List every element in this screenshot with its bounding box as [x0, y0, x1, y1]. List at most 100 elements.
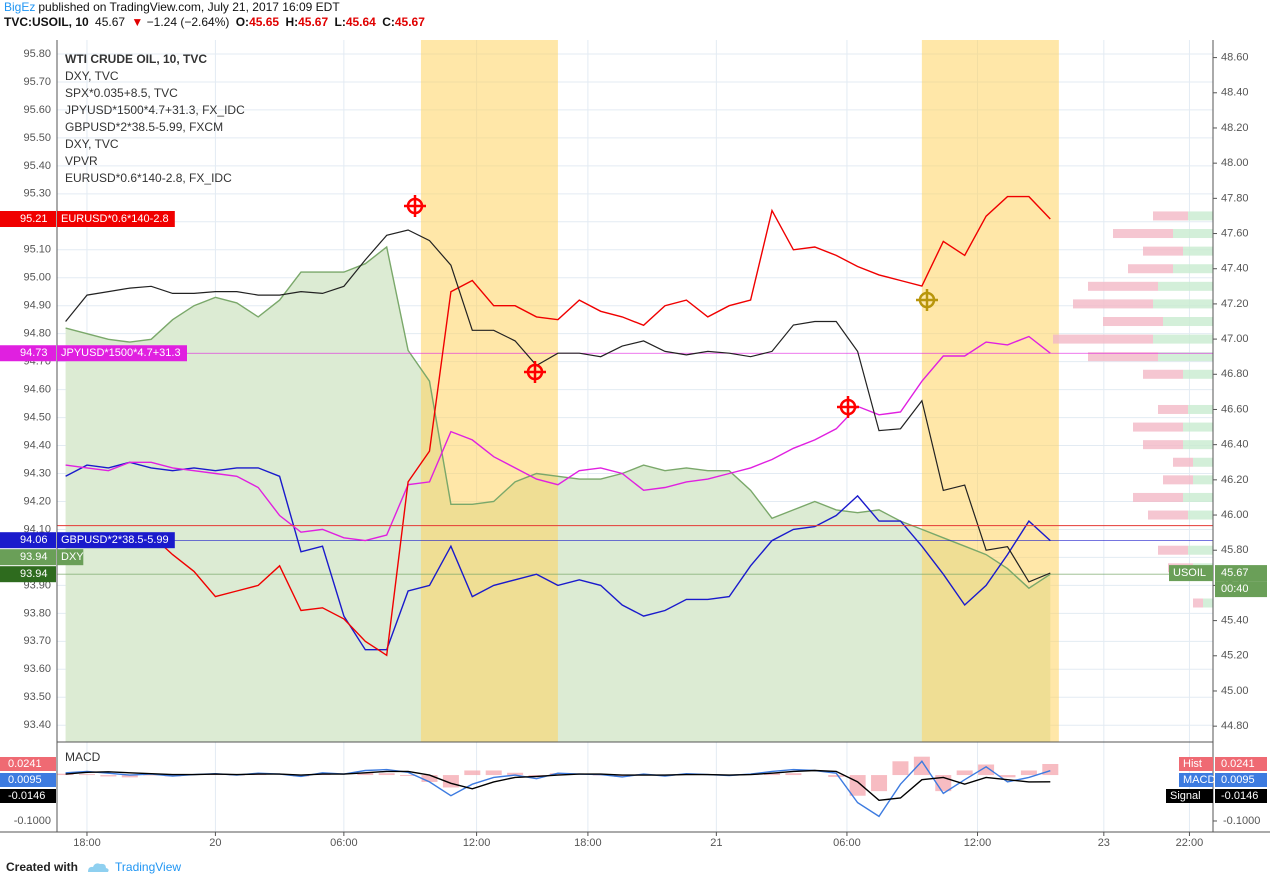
y-tick-label: 94.30	[23, 467, 51, 479]
hist-bar	[421, 775, 438, 782]
vpvr-up	[1183, 440, 1213, 450]
published: published on TradingView.com, July 21, 2…	[38, 0, 340, 14]
series-name: MACD	[1183, 774, 1215, 786]
vpvr-down	[1128, 264, 1173, 274]
y2-tick-label: 48.00	[1221, 157, 1249, 169]
quote-line: TVC:USOIL, 10 45.67 ▼ −1.24 (−2.64%) O:4…	[4, 15, 428, 30]
y-tick-label: 95.40	[23, 160, 51, 172]
series-name-box	[1179, 772, 1213, 787]
y-tick-label: 95.30	[23, 188, 51, 200]
hist-bar	[956, 770, 973, 776]
last-value-box	[0, 756, 56, 771]
header-line: BigEz published on TradingView.com, July …	[4, 0, 428, 15]
y-tick-label: 95.80	[23, 48, 51, 60]
hist-bar	[1042, 763, 1059, 776]
countdown: 00:40	[1221, 583, 1249, 595]
last-value-box	[0, 788, 56, 803]
y2-tick-label: 48.20	[1221, 122, 1249, 134]
y2-tick-label: 45.80	[1221, 544, 1249, 556]
legend-text: VPVR	[65, 154, 98, 168]
y2-tick-label: 45.00	[1221, 685, 1249, 697]
legend-text: SPX*0.035+8.5, TVC	[65, 86, 178, 100]
last-value: 93.94	[20, 568, 48, 580]
vpvr-down	[1133, 492, 1183, 502]
vpvr-down	[1088, 352, 1158, 362]
y2-tick-label: 47.20	[1221, 298, 1249, 310]
vpvr-up	[1193, 475, 1213, 485]
vpvr-up	[1158, 352, 1213, 362]
header: BigEz published on TradingView.com, July …	[4, 0, 428, 30]
y-tick-label: 95.60	[23, 104, 51, 116]
hist-bar	[549, 773, 566, 776]
y-tick-label: 93.80	[23, 607, 51, 619]
vpvr-down	[1163, 475, 1193, 485]
last-value-box	[1215, 772, 1267, 787]
vpvr-down	[1053, 334, 1153, 344]
brand[interactable]: TradingView	[115, 860, 182, 874]
last-value: 0.0095	[8, 774, 42, 786]
ohlc-h: H:45.67	[285, 15, 328, 29]
ohlc-label: C:	[382, 15, 395, 29]
vpvr-down	[1103, 317, 1163, 327]
legend-text: DXY, TVC	[65, 69, 119, 83]
last-value: 0.0241	[8, 758, 42, 770]
last-value: 94.73	[20, 347, 48, 359]
vpvr-up	[1183, 246, 1213, 256]
last-name-box	[57, 210, 175, 227]
vpvr-up	[1183, 422, 1213, 432]
y2-tick-label: 45.40	[1221, 615, 1249, 627]
vpvr-up	[1158, 281, 1213, 291]
hist-bar	[849, 775, 866, 796]
panel-title: MACD	[65, 750, 101, 764]
hist-bar	[100, 775, 117, 777]
ohlc-c: C:45.67	[382, 15, 425, 29]
hist-bar	[507, 772, 524, 776]
last-value: -0.0146	[8, 790, 45, 802]
last-value-box	[0, 345, 56, 362]
change: −1.24 (−2.64%)	[146, 15, 230, 29]
series-name-box	[1166, 788, 1213, 803]
vpvr-up	[1183, 492, 1213, 502]
y-tick-label: 95.00	[23, 272, 51, 284]
author[interactable]: BigEz	[4, 0, 36, 14]
ohlc-label: H:	[285, 15, 299, 29]
vpvr-up	[1173, 229, 1213, 239]
x-tick-label: 22:00	[1176, 837, 1204, 849]
ohlc-l: L:45.64	[334, 15, 375, 29]
hist-bar	[78, 774, 95, 776]
vpvr-down	[1113, 229, 1173, 239]
x-tick-label: 12:00	[964, 837, 992, 849]
series-name: Signal	[1170, 790, 1201, 802]
vpvr-down	[1158, 404, 1188, 414]
last-value: -0.0146	[1221, 790, 1258, 802]
y-tick-label: 93.50	[23, 691, 51, 703]
last-value: 45.67	[1221, 567, 1249, 579]
last-name: USOIL	[1173, 567, 1206, 579]
last-value-box	[0, 210, 56, 227]
y-tick-label: 95.50	[23, 132, 51, 144]
y2-tick-label: 46.20	[1221, 474, 1249, 486]
vpvr-down	[1158, 545, 1188, 555]
vpvr-up	[1203, 598, 1213, 608]
vpvr-down	[1143, 440, 1183, 450]
last-value-box	[0, 772, 56, 787]
last-value-box	[1215, 565, 1267, 582]
y-tick-label: 94.20	[23, 495, 51, 507]
ohlc-value: 45.67	[298, 15, 329, 29]
y-tick-label: 93.40	[23, 719, 51, 731]
vpvr-up	[1188, 211, 1213, 221]
x-tick-label: 18:00	[574, 837, 602, 849]
vpvr-up	[1163, 317, 1213, 327]
highlight-range	[420, 40, 558, 742]
ohlc-value: 45.67	[394, 15, 425, 29]
vpvr-up	[1193, 457, 1213, 467]
countdown-box	[1215, 581, 1267, 598]
arrow: ▼	[131, 15, 144, 29]
hist-bar	[1020, 770, 1037, 776]
legend-text: GBPUSD*2*38.5-5.99, FXCM	[65, 120, 223, 134]
y2-tick-label: 44.80	[1221, 720, 1249, 732]
last-name: GBPUSD*2*38.5-5.99	[61, 534, 169, 546]
y2-tick-label: 46.40	[1221, 439, 1249, 451]
legend-text: DXY, TVC	[65, 137, 119, 151]
target-marker	[835, 394, 861, 420]
